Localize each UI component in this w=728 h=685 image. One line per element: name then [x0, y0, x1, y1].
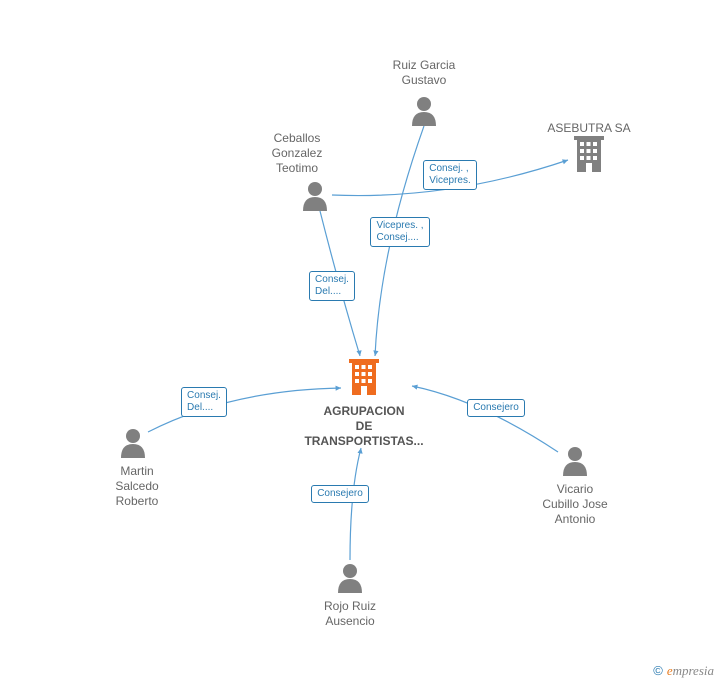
node-label-asebutra: ASEBUTRA SA: [547, 121, 630, 136]
edge-arrow: [336, 386, 341, 391]
person-icon[interactable]: [303, 182, 327, 211]
diagram-canvas: [0, 0, 728, 685]
edge-arrow: [412, 385, 418, 390]
watermark-text: mpresia: [673, 663, 714, 678]
person-icon[interactable]: [563, 447, 587, 476]
edge: [350, 448, 361, 560]
edge-arrow: [373, 350, 378, 356]
edge: [412, 386, 558, 452]
edge-label: Consej. , Vicepres.: [423, 160, 477, 190]
edge-arrow: [562, 159, 568, 164]
person-icon[interactable]: [338, 564, 362, 593]
node-label-ceballos: Ceballos Gonzalez Teotimo: [272, 131, 323, 176]
edge-label: Vicepres. , Consej....: [370, 217, 429, 247]
edge-label: Consejero: [467, 399, 525, 417]
person-icon[interactable]: [412, 97, 436, 126]
node-label-vicario: Vicario Cubillo Jose Antonio: [542, 482, 607, 527]
edge-arrow: [356, 350, 361, 356]
node-label-rojo: Rojo Ruiz Ausencio: [324, 599, 376, 629]
watermark: ©empresia: [653, 663, 714, 679]
person-icon[interactable]: [121, 429, 145, 458]
building-icon[interactable]: [574, 136, 604, 172]
edge-label: Consej. Del....: [309, 271, 355, 301]
building-icon[interactable]: [349, 359, 379, 395]
node-label-center: AGRUPACION DE TRANSPORTISTAS...: [304, 404, 423, 449]
copyright-symbol: ©: [653, 663, 663, 678]
edge-label: Consej. Del....: [181, 387, 227, 417]
node-label-martin: Martin Salcedo Roberto: [115, 464, 158, 509]
edge-label: Consejero: [311, 485, 369, 503]
node-label-ruiz_garcia: Ruiz Garcia Gustavo: [393, 58, 456, 88]
